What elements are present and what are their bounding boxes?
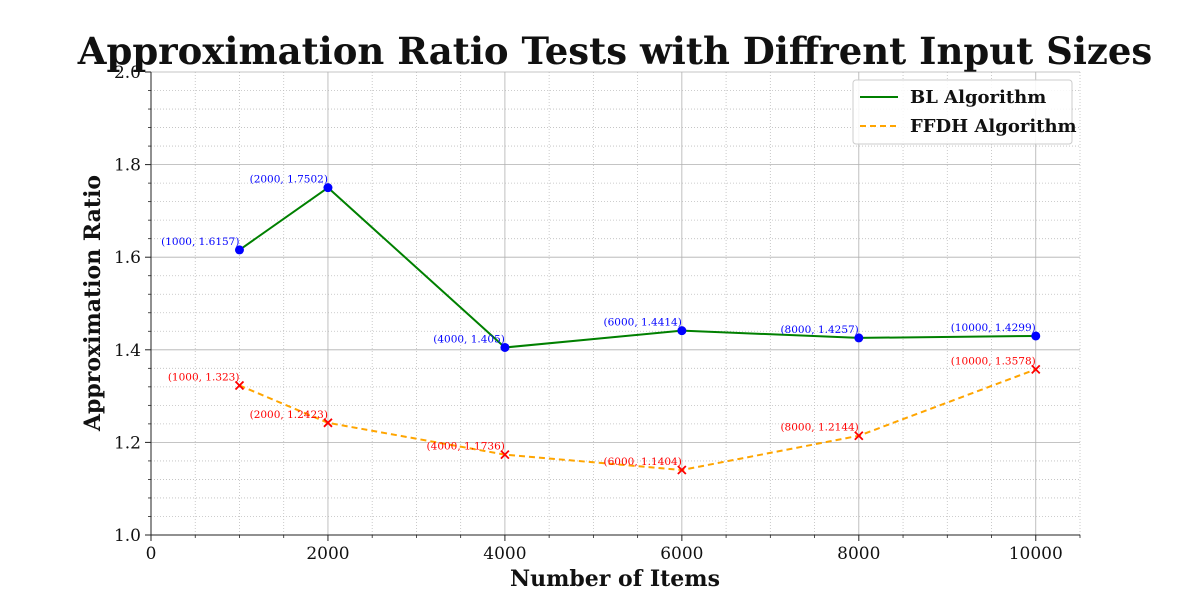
y-tick-label: 1.2 — [114, 433, 141, 453]
x-marker-stroke — [854, 431, 864, 441]
y-tick-label: 1.0 — [114, 526, 141, 546]
legend-frame — [852, 79, 1073, 145]
data-label-bl: (10000, 1.4299) — [951, 322, 1036, 334]
axes — [150, 72, 1080, 536]
legend-label-bl: BL Algorithm — [910, 87, 1046, 108]
y-tick-label: 1.6 — [114, 248, 141, 268]
data-point-ffdh — [234, 380, 245, 391]
data-point-ffdh — [677, 465, 687, 475]
data-label-bl: (1000, 1.6157) — [161, 236, 239, 248]
x-marker-stroke — [234, 380, 245, 391]
data-point-bl — [234, 245, 244, 255]
data-label-ffdh: (8000, 1.2144) — [780, 422, 858, 434]
y-tick-label: 1.4 — [114, 341, 141, 361]
data-label-bl: (6000, 1.4414) — [604, 317, 682, 329]
legend-label-ffdh: FFDH Algorithm — [910, 116, 1077, 137]
x-tick-label: 8000 — [837, 544, 880, 564]
y-tick-label: 2.0 — [114, 63, 141, 83]
data-point-ffdh — [1031, 364, 1041, 374]
data-point-bl — [854, 333, 864, 343]
axis-ticks: 0 2000 4000 6000 8000 10000 1.0 1.2 1.4 1.6 1.8 2.0 — [114, 63, 1081, 564]
x-marker-stroke — [500, 449, 510, 460]
x-axis-label: Number of Items — [510, 566, 720, 592]
x-tick-label: 0 — [146, 544, 157, 564]
data-point-bl — [677, 326, 687, 336]
data-label-ffdh: (10000, 1.3578) — [951, 355, 1036, 367]
data-label-ffdh: (6000, 1.1404) — [604, 456, 682, 468]
data-label-ffdh: (2000, 1.2423) — [250, 409, 328, 421]
x-marker-stroke — [677, 465, 687, 475]
y-tick-label: 1.8 — [114, 156, 141, 176]
x-marker-stroke — [1031, 364, 1041, 374]
series-line-ffdh — [239, 368, 1037, 471]
x-tick-label: 4000 — [483, 544, 526, 564]
x-tick-label: 6000 — [660, 544, 703, 564]
data-label-bl: (2000, 1.7502) — [250, 174, 328, 186]
data-point-bl — [323, 183, 333, 193]
data-label-bl: (4000, 1.405) — [433, 333, 505, 345]
legend: BL Algorithm FFDH Algorithm — [852, 79, 1077, 145]
x-tick-label: 2000 — [306, 544, 349, 564]
data-point-ffdh — [854, 431, 864, 441]
chart-title: Approximation Ratio Tests with Diffrent … — [77, 29, 1153, 73]
x-marker-stroke — [323, 418, 333, 428]
data-point-bl — [1031, 331, 1041, 341]
series-layer — [234, 183, 1041, 475]
data-label-ffdh: (4000, 1.1736) — [427, 441, 505, 453]
series-line-bl — [238, 186, 1036, 349]
data-point-ffdh — [500, 449, 510, 460]
point-labels: (1000, 1.6157) (2000, 1.7502) (4000, 1.405… — [161, 174, 1036, 468]
data-point-ffdh — [323, 418, 333, 428]
y-axis-label: Approximation Ratio — [80, 175, 106, 432]
data-point-bl — [500, 342, 510, 352]
data-label-ffdh: (1000, 1.323) — [168, 371, 240, 383]
x-tick-label: 10000 — [1009, 544, 1063, 564]
data-label-bl: (8000, 1.4257) — [780, 324, 858, 336]
